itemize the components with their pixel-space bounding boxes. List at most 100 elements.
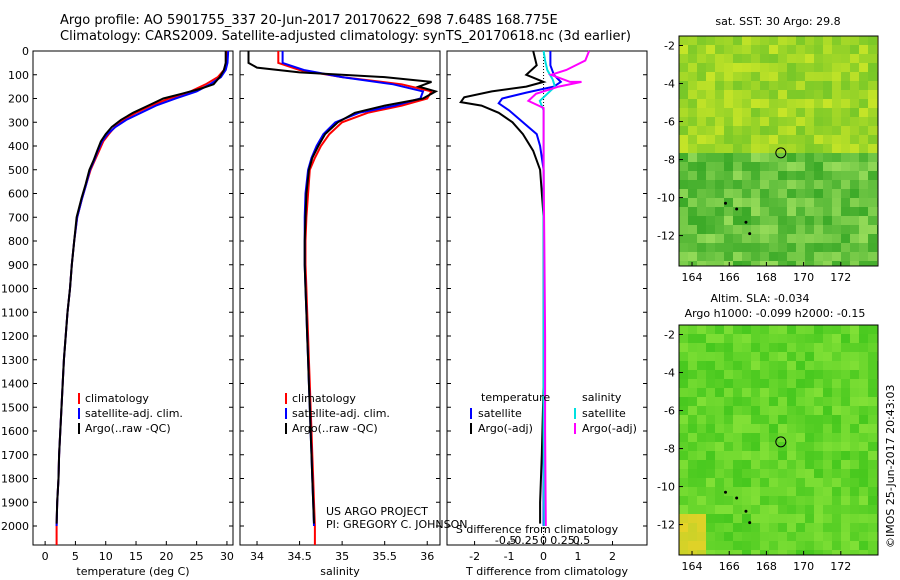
- sst-island: [735, 207, 739, 211]
- temp-legend-label: climatology: [85, 392, 149, 405]
- sst-island: [744, 220, 748, 224]
- sla-lat-label: -12: [657, 519, 675, 532]
- sla-island: [748, 521, 752, 525]
- depth-tick-label: 1100: [1, 306, 29, 319]
- temp-series-line: [55, 50, 228, 545]
- sdiff-legend-label: satellite: [582, 407, 626, 420]
- sla-island: [723, 490, 727, 494]
- sal-diff-tick-label: 0.25: [550, 534, 575, 547]
- sla-map: [679, 325, 878, 555]
- sal-diff-tick-label: -0.25: [510, 534, 538, 547]
- sal-xtick-label: 34: [250, 550, 264, 563]
- sla-lat-label: -8: [664, 443, 675, 456]
- depth-tick-label: 900: [8, 259, 29, 272]
- sla-lon-label: 166: [719, 560, 740, 573]
- sla-map-frame: [678, 324, 879, 556]
- sal-series-line: [277, 51, 434, 545]
- diff-xtick-label: 1: [575, 550, 582, 563]
- sla-map-title: Altim. SLA: -0.034: [710, 292, 809, 305]
- sal-diff-tick-label: -0.5: [495, 534, 516, 547]
- tdiff-legend-label: satellite: [478, 407, 522, 420]
- sal-xtick-label: 35: [335, 550, 349, 563]
- sla-lat-label: -2: [664, 329, 675, 342]
- sla-island: [744, 509, 748, 513]
- sst-lon-label: 170: [793, 271, 814, 284]
- diff-xtick-label: -1: [504, 550, 515, 563]
- sla-lat-label: -4: [664, 367, 675, 380]
- depth-tick-label: 700: [8, 211, 29, 224]
- depth-tick-label: 1200: [1, 330, 29, 343]
- sst-float-marker: [775, 147, 787, 159]
- temp-series-line: [55, 50, 230, 527]
- diff-xtick-label: 0: [540, 550, 547, 563]
- sst-map: [679, 36, 878, 266]
- sst-lon-label: 168: [756, 271, 777, 284]
- sal-diff-axis-label: S difference from climatology: [456, 523, 619, 536]
- sst-lon-label: 166: [719, 271, 740, 284]
- sst-lon-label: 172: [830, 271, 851, 284]
- tdiff-legend-title: temperature: [481, 391, 550, 404]
- sla-lon-label: 164: [682, 560, 703, 573]
- sst-lat-label: -2: [664, 40, 675, 53]
- sst-lat-label: -6: [664, 116, 675, 129]
- depth-tick-label: 1400: [1, 378, 29, 391]
- depth-tick-label: 500: [8, 164, 29, 177]
- depth-tick-label: 0: [22, 45, 29, 58]
- sdiff-series-line: [526, 50, 591, 527]
- temp-xtick-label: 20: [159, 550, 173, 563]
- sst-lat-label: -10: [657, 192, 675, 205]
- credit-project: US ARGO PROJECT: [326, 505, 428, 518]
- diff-frame: [446, 50, 648, 546]
- sal-series-line: [247, 51, 439, 524]
- temp-xtick-label: 30: [220, 550, 234, 563]
- sal-xtick-label: 36: [420, 550, 434, 563]
- header-line-2: Climatology: CARS2009. Satellite-adjuste…: [60, 29, 631, 44]
- sla-island: [735, 496, 739, 500]
- temp-axis-label: temperature (deg C): [76, 565, 189, 578]
- sst-island: [723, 201, 727, 205]
- depth-tick-label: 1900: [1, 496, 29, 509]
- temp-legend-label: Argo(..raw -QC): [85, 422, 171, 435]
- sst-island: [748, 232, 752, 236]
- sal-legend-label: Argo(..raw -QC): [292, 422, 378, 435]
- temp-xtick-label: 15: [129, 550, 143, 563]
- depth-tick-label: 200: [8, 93, 29, 106]
- sla-lat-label: -6: [664, 405, 675, 418]
- depth-tick-label: 400: [8, 140, 29, 153]
- depth-tick-label: 1000: [1, 283, 29, 296]
- depth-tick-label: 300: [8, 116, 29, 129]
- tdiff-legend-label: Argo(-adj): [478, 422, 533, 435]
- sal-frame: [239, 50, 441, 546]
- sal-series-line: [281, 51, 425, 527]
- tdiff-series-line: [459, 50, 547, 524]
- sst-map-title: sat. SST: 30 Argo: 29.8: [715, 15, 840, 28]
- temp-legend-label: satellite-adj. clim.: [85, 407, 183, 420]
- sst-lon-label: 164: [682, 271, 703, 284]
- diff-xtick-label: 2: [609, 550, 616, 563]
- sst-lat-label: -12: [657, 230, 675, 243]
- sal-legend-label: satellite-adj. clim.: [292, 407, 390, 420]
- depth-tick-label: 800: [8, 235, 29, 248]
- sdiff-legend-label: Argo(-adj): [582, 422, 637, 435]
- sal-axis-label: salinity: [320, 565, 360, 578]
- tdiff-series-line: [497, 51, 563, 526]
- depth-tick-label: 1500: [1, 401, 29, 414]
- sla-lon-label: 168: [756, 560, 777, 573]
- temp-xtick-label: 0: [42, 550, 49, 563]
- sal-legend-label: climatology: [292, 392, 356, 405]
- sal-xtick-label: 34.5: [287, 550, 312, 563]
- sst-lat-label: -4: [664, 78, 675, 91]
- depth-tick-label: 2000: [1, 520, 29, 533]
- diff-axis-label: T difference from climatology: [465, 565, 628, 578]
- temp-xtick-label: 5: [72, 550, 79, 563]
- depth-tick-label: 600: [8, 188, 29, 201]
- sst-lat-label: -8: [664, 154, 675, 167]
- sdiff-legend-title: salinity: [582, 391, 622, 404]
- sla-lat-label: -10: [657, 481, 675, 494]
- sst-map-frame: [678, 35, 879, 267]
- depth-tick-label: 100: [8, 69, 29, 82]
- depth-tick-label: 1700: [1, 449, 29, 462]
- depth-tick-label: 1300: [1, 354, 29, 367]
- temp-xtick-label: 10: [99, 550, 113, 563]
